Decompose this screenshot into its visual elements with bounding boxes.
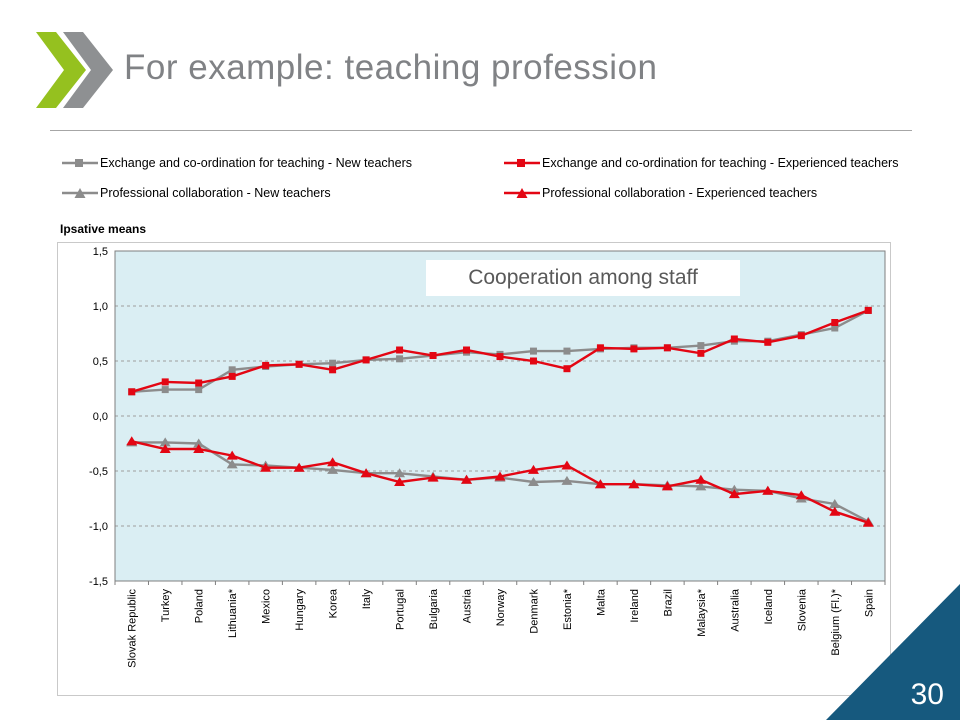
svg-text:Italy: Italy	[361, 589, 373, 610]
svg-text:Austria: Austria	[462, 588, 474, 623]
svg-text:Malaysia*: Malaysia*	[696, 588, 708, 636]
svg-text:Turkey: Turkey	[160, 589, 172, 623]
logo-chevron-green-icon	[36, 32, 86, 108]
square-marker-icon	[504, 159, 540, 167]
svg-text:Lithuania*: Lithuania*	[227, 588, 239, 638]
oecd-logo	[36, 32, 113, 108]
svg-text:Belgium (Fl.)*: Belgium (Fl.)*	[830, 588, 842, 655]
svg-text:Malta: Malta	[595, 588, 607, 616]
chart: 1,5 1,0 0,5 0,0 -0,5 -1,0 -1,5 Slovak Republic T…	[57, 242, 891, 696]
legend-label: Professional collaboration - New teacher…	[100, 186, 331, 200]
page-number: 30	[910, 678, 944, 711]
svg-text:-0,5: -0,5	[89, 466, 108, 478]
legend-item: Exchange and co-ordination for teaching …	[504, 156, 910, 170]
svg-text:Spain: Spain	[863, 589, 875, 617]
square-marker-icon	[62, 159, 98, 167]
legend-label: Exchange and co-ordination for teaching …	[100, 156, 412, 170]
svg-text:Poland: Poland	[194, 589, 206, 623]
svg-text:Brazil: Brazil	[662, 589, 674, 617]
svg-text:Iceland: Iceland	[763, 589, 775, 624]
chart-overlay-label: Cooperation among staff	[426, 260, 740, 296]
line-chart: 1,5 1,0 0,5 0,0 -0,5 -1,0 -1,5 Slovak Republic T…	[89, 246, 886, 668]
logo-chevron-gray-icon	[63, 32, 113, 108]
legend-item: Professional collaboration - Experienced…	[504, 186, 910, 200]
slide-title: For example: teaching profession	[124, 48, 658, 87]
svg-text:-1,5: -1,5	[89, 576, 108, 588]
svg-text:1,5: 1,5	[93, 246, 108, 258]
svg-text:Slovak Republic: Slovak Republic	[127, 589, 139, 668]
svg-text:Norway: Norway	[495, 589, 507, 627]
axis-note: Ipsative means	[60, 222, 147, 236]
triangle-marker-icon	[504, 188, 540, 198]
svg-text:Slovenia: Slovenia	[796, 588, 808, 631]
svg-text:-1,0: -1,0	[89, 521, 108, 533]
svg-text:0,0: 0,0	[93, 411, 108, 423]
svg-text:Australia: Australia	[729, 588, 741, 632]
legend: Exchange and co-ordination for teaching …	[62, 156, 910, 200]
svg-text:Hungary: Hungary	[294, 589, 306, 631]
triangle-marker-icon	[62, 188, 98, 198]
legend-item: Professional collaboration - New teacher…	[62, 186, 504, 200]
svg-text:1,0: 1,0	[93, 301, 108, 313]
svg-text:Mexico: Mexico	[261, 589, 273, 624]
title-divider	[50, 130, 912, 131]
svg-text:Estonia*: Estonia*	[562, 588, 574, 630]
svg-text:Bulgaria: Bulgaria	[428, 588, 440, 629]
svg-text:0,5: 0,5	[93, 356, 108, 368]
svg-text:Ireland: Ireland	[629, 589, 641, 623]
legend-label: Exchange and co-ordination for teaching …	[542, 156, 899, 170]
svg-text:Portugal: Portugal	[395, 589, 407, 630]
legend-item: Exchange and co-ordination for teaching …	[62, 156, 504, 170]
svg-text:Korea: Korea	[328, 588, 340, 618]
svg-text:Denmark: Denmark	[528, 589, 540, 634]
legend-label: Professional collaboration - Experienced…	[542, 186, 818, 200]
